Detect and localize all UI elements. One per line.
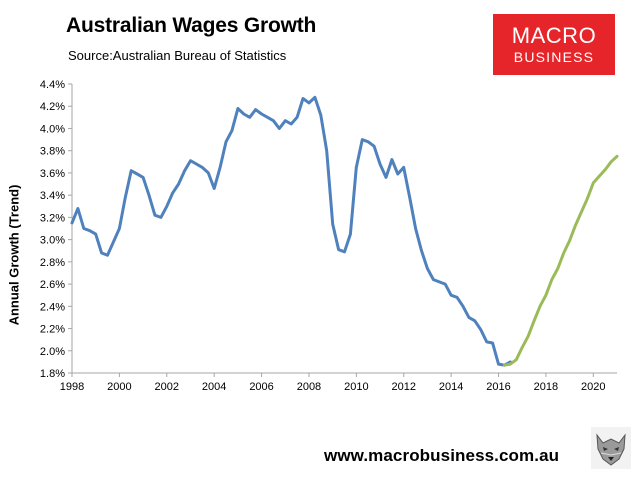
y-tick-label: 3.4%: [40, 190, 65, 202]
y-tick-label: 4.2%: [40, 101, 65, 113]
chart-subtitle: Source:Australian Bureau of Statistics: [68, 48, 287, 63]
y-tick-label: 1.8%: [40, 368, 65, 380]
y-tick-label: 3.8%: [40, 146, 65, 158]
x-tick-label: 2008: [297, 381, 321, 393]
y-tick-label: 2.2%: [40, 324, 65, 336]
x-tick-label: 2016: [486, 381, 510, 393]
y-tick-label: 2.0%: [40, 346, 65, 358]
y-tick-label: 2.4%: [40, 301, 65, 313]
series-line-actual: [70, 95, 512, 367]
x-tick-label: 2020: [581, 381, 605, 393]
x-tick-label: 2004: [202, 381, 226, 393]
chart-title: Australian Wages Growth: [66, 14, 317, 37]
x-tick-label: 2002: [155, 381, 179, 393]
footer-url: www.macrobusiness.com.au: [324, 446, 560, 465]
y-tick-label: 4.0%: [40, 123, 65, 135]
y-tick-label: 4.4%: [40, 79, 65, 91]
logo-line-2: BUSINESS: [513, 49, 595, 65]
x-tick-label: 2014: [439, 381, 463, 393]
y-tick-label: 3.2%: [40, 212, 65, 224]
macrobusiness-logo: MACRO BUSINESS: [493, 14, 615, 75]
x-tick-label: 2000: [107, 381, 131, 393]
x-tick-label: 2010: [344, 381, 368, 393]
y-tick-label: 2.8%: [40, 257, 65, 269]
x-tick-label: 2006: [249, 381, 273, 393]
x-tick-label: 2018: [534, 381, 558, 393]
y-tick-label: 2.6%: [40, 279, 65, 291]
x-tick-label: 2012: [391, 381, 415, 393]
y-tick-label: 3.6%: [40, 168, 65, 180]
wages-growth-chart: 1.8% 2.0% 2.2% 2.4% 2.6% 2.8% 3.0% 3.2% 3.4% 3.6%…: [40, 79, 619, 393]
chart-axes: 1.8% 2.0% 2.2% 2.4% 2.6% 2.8% 3.0% 3.2% 3.4% 3.6%…: [40, 79, 617, 393]
y-tick-label: 3.0%: [40, 235, 65, 247]
chart-series: [70, 95, 619, 367]
series-line-forecast: [502, 154, 619, 367]
wolf-logo-icon: [591, 427, 631, 469]
x-tick-label: 1998: [60, 381, 84, 393]
logo-line-1: MACRO: [511, 23, 597, 48]
